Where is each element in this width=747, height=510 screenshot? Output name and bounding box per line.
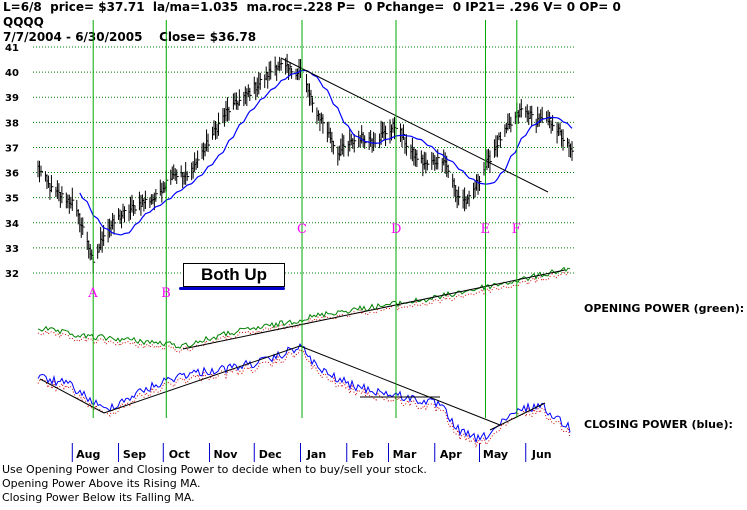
header-line1: L=6/8 price= $37.71 la/ma=1.035 ma.roc=.… bbox=[3, 0, 621, 14]
x-tick-label: Jan bbox=[306, 448, 326, 461]
closing-power-label: CLOSING POWER (blue): bbox=[584, 418, 733, 431]
opening-power-label: OPENING POWER (green): bbox=[584, 302, 745, 315]
y-tick-label: 41 bbox=[5, 43, 19, 54]
annotation-underline bbox=[179, 287, 285, 290]
x-tick-label: May bbox=[483, 448, 508, 461]
x-tick-label: Feb bbox=[352, 448, 375, 461]
event-label: B bbox=[161, 286, 171, 301]
y-tick-label: 33 bbox=[5, 244, 19, 255]
event-label: D bbox=[391, 222, 401, 237]
event-label: E bbox=[480, 222, 490, 237]
x-tick-label: Aug bbox=[76, 448, 100, 461]
date-range-close: 7/7/2004 - 6/30/2005 Close= $36.78 bbox=[3, 30, 257, 44]
opening-power-trendline bbox=[182, 269, 566, 350]
closing-power-line bbox=[37, 343, 571, 443]
footer-line1: Use Opening Power and Closing Power to d… bbox=[2, 463, 427, 476]
closing-power-ma bbox=[37, 348, 571, 448]
footer-line2: Opening Power Above its Rising MA. bbox=[2, 477, 201, 490]
y-tick-label: 32 bbox=[5, 269, 19, 280]
x-tick-label: Mar bbox=[393, 448, 417, 461]
opening-power-ma bbox=[37, 270, 571, 353]
event-label: F bbox=[512, 222, 521, 237]
y-tick-label: 38 bbox=[5, 118, 19, 129]
event-label: C bbox=[297, 222, 307, 237]
opening-power-line bbox=[37, 266, 571, 349]
x-tick-label: Oct bbox=[169, 448, 190, 461]
y-tick-label: 37 bbox=[5, 143, 19, 154]
x-tick-label: Dec bbox=[259, 448, 282, 461]
event-label: A bbox=[87, 286, 98, 301]
y-tick-label: 34 bbox=[5, 219, 19, 230]
price-trendline bbox=[280, 57, 549, 193]
closing-power-trendline bbox=[103, 345, 301, 414]
x-tick-label: Jun bbox=[531, 448, 552, 461]
closing-power-trendline bbox=[299, 345, 501, 426]
price-moving-average bbox=[79, 69, 573, 236]
x-tick-label: Sep bbox=[123, 448, 146, 461]
closing-power-trendline bbox=[489, 402, 546, 431]
x-tick-label: Apr bbox=[440, 448, 462, 461]
y-tick-label: 35 bbox=[5, 194, 19, 205]
footer-line3: Closing Power Below its Falling MA. bbox=[2, 491, 195, 504]
y-tick-label: 36 bbox=[5, 169, 19, 180]
x-tick-label: Nov bbox=[214, 448, 239, 461]
annotation-box: Both Up bbox=[183, 263, 285, 287]
chart-title: QQQQ bbox=[3, 15, 44, 29]
y-tick-label: 40 bbox=[5, 68, 19, 79]
y-tick-label: 39 bbox=[5, 93, 19, 104]
